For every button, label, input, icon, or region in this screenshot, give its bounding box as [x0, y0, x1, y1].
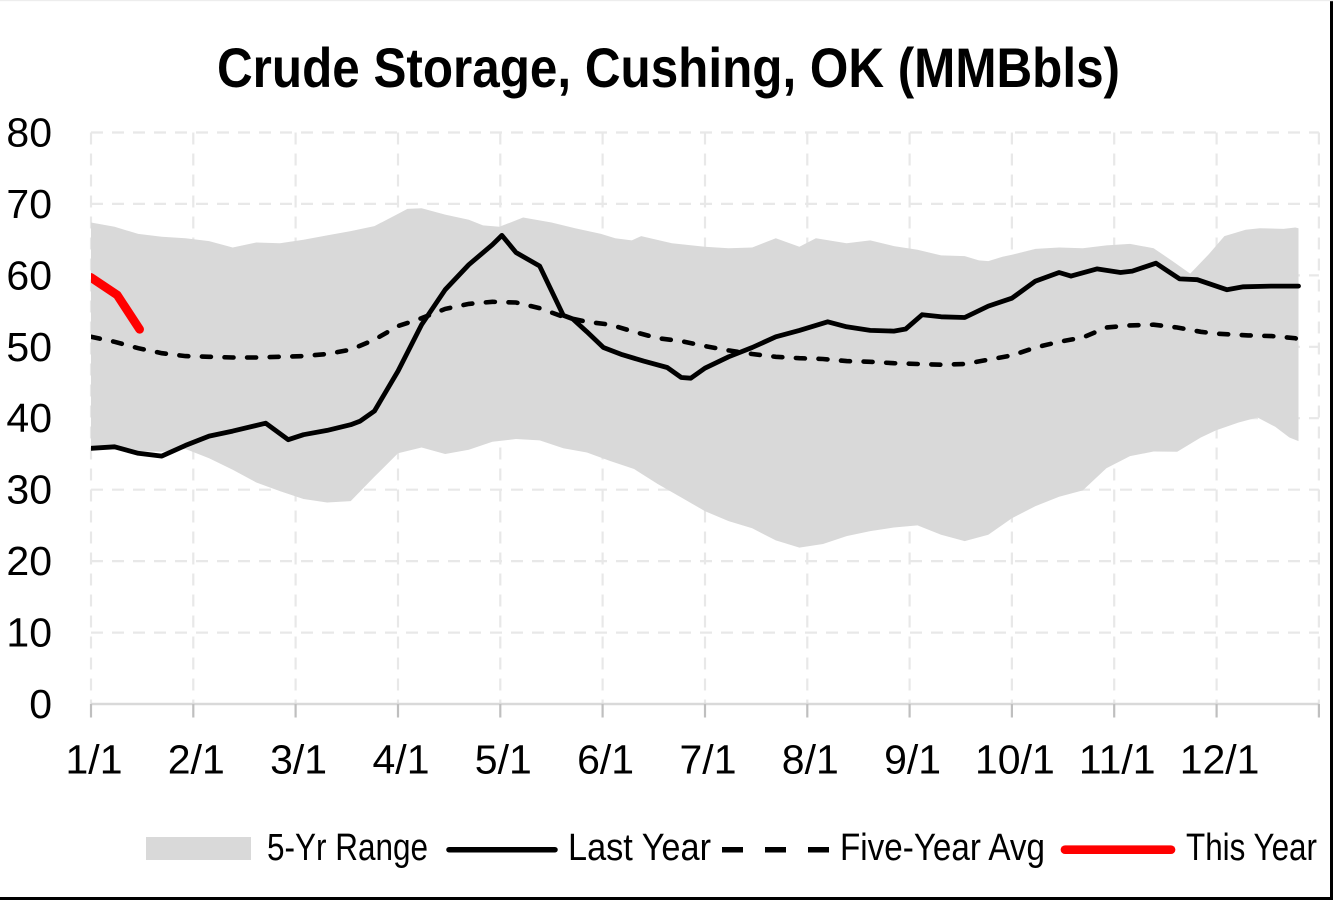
svg-text:6/1: 6/1: [577, 737, 634, 783]
svg-text:60: 60: [6, 252, 52, 298]
svg-text:70: 70: [6, 181, 52, 227]
svg-text:8/1: 8/1: [782, 737, 839, 783]
svg-text:9/1: 9/1: [884, 737, 941, 783]
svg-text:3/1: 3/1: [270, 737, 327, 783]
svg-text:5-Yr Range: 5-Yr Range: [267, 827, 428, 869]
svg-text:80: 80: [6, 110, 52, 156]
svg-text:10/1: 10/1: [975, 737, 1055, 783]
svg-text:2/1: 2/1: [168, 737, 225, 783]
svg-text:Last Year: Last Year: [568, 827, 711, 869]
svg-text:40: 40: [6, 395, 52, 441]
svg-text:4/1: 4/1: [373, 737, 430, 783]
svg-text:20: 20: [6, 538, 52, 584]
svg-text:5/1: 5/1: [475, 737, 532, 783]
svg-text:50: 50: [6, 324, 52, 370]
svg-text:7/1: 7/1: [680, 737, 737, 783]
svg-text:12/1: 12/1: [1180, 737, 1260, 783]
svg-text:1/1: 1/1: [66, 737, 123, 783]
svg-text:0: 0: [29, 681, 52, 727]
svg-text:Crude Storage, Cushing, OK (MM: Crude Storage, Cushing, OK (MMBbls): [217, 36, 1120, 99]
svg-text:This Year: This Year: [1186, 827, 1317, 869]
svg-text:Five-Year Avg: Five-Year Avg: [840, 827, 1045, 869]
svg-text:11/1: 11/1: [1079, 737, 1156, 783]
svg-text:30: 30: [6, 467, 52, 513]
svg-text:10: 10: [6, 610, 52, 656]
